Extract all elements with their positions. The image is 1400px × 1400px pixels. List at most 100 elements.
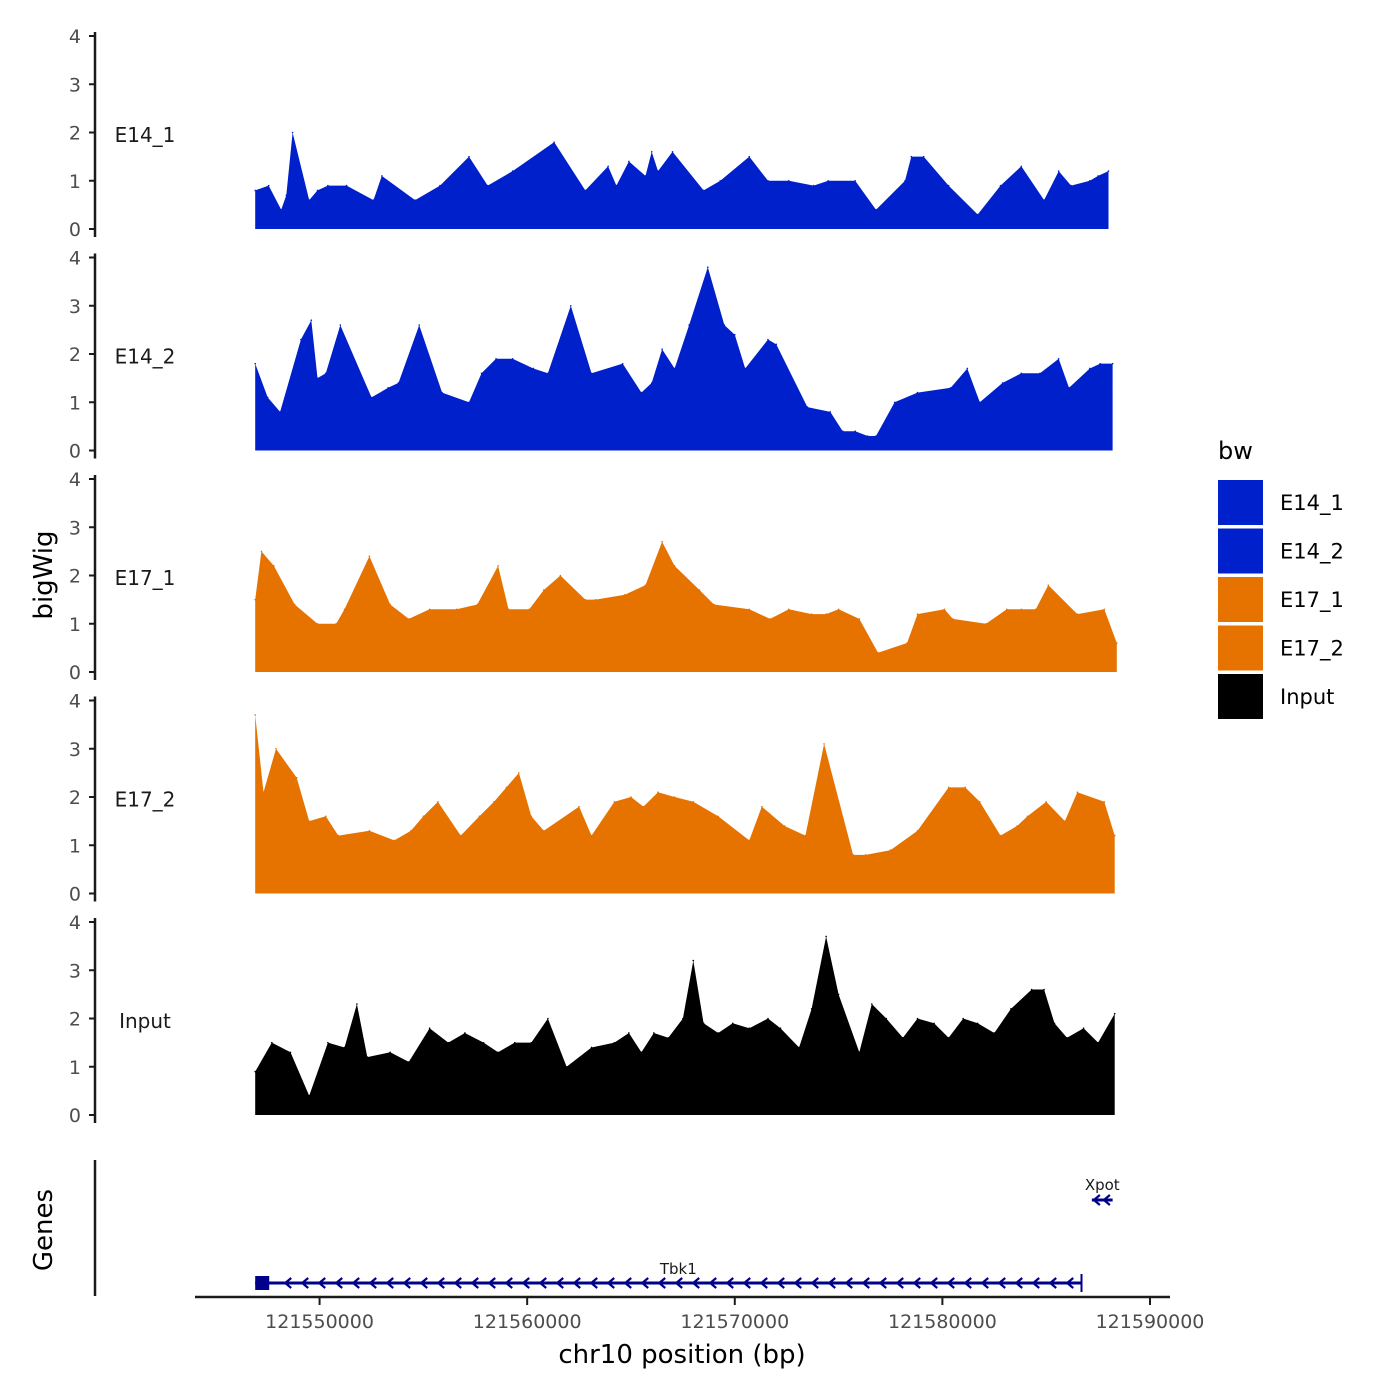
strand-arrow: [895, 1277, 904, 1289]
strand-arrow: [317, 1277, 326, 1289]
coverage-point: [254, 714, 257, 716]
coverage-point: [993, 1032, 996, 1034]
coverage-point: [943, 608, 946, 611]
coverage-point: [702, 1022, 705, 1025]
coverage-point: [335, 622, 337, 625]
x-axis: 121550000 121560000 121570000 121580000 1215…: [195, 1295, 1204, 1333]
coverage-point: [1099, 362, 1101, 365]
coverage-point: [1020, 165, 1023, 168]
strand-arrow: [623, 1277, 632, 1289]
coverage-point: [1107, 170, 1110, 172]
coverage-point: [889, 849, 892, 851]
coverage-point: [368, 829, 371, 832]
coverage-point: [1010, 1008, 1012, 1010]
coverage-point: [366, 1056, 369, 1058]
coverage-point: [368, 555, 371, 557]
coverage-point: [854, 179, 856, 182]
legend-key-E14_1: [1218, 480, 1263, 525]
coverage-point: [553, 141, 555, 143]
coverage-point: [717, 815, 719, 818]
y-tick-label: 1: [69, 392, 81, 414]
x-tick-label: 121550000: [265, 1311, 374, 1333]
x-tick-label: 121580000: [888, 1311, 997, 1333]
strand-arrow: [606, 1277, 615, 1289]
coverage-point: [650, 382, 653, 384]
coverage-point: [316, 622, 319, 625]
coverage-point: [410, 829, 412, 832]
coverage-point: [584, 189, 587, 192]
coverage-point: [767, 1017, 769, 1020]
coverage-point: [866, 435, 869, 437]
y-tick-label: 0: [69, 884, 81, 906]
strand-arrow: [402, 1277, 411, 1289]
coverage-point: [904, 179, 906, 182]
coverage-point: [254, 1070, 257, 1073]
y-tick-label: 3: [69, 517, 81, 539]
coverage-area-E14_1: [255, 132, 1109, 229]
coverage-point: [779, 1027, 782, 1029]
coverage-point: [280, 208, 282, 211]
genes-panel: Tbk1 Xpot: [93, 1160, 1120, 1296]
coverage-point: [308, 1094, 310, 1097]
coverage-point: [275, 747, 277, 750]
coverage-point: [615, 184, 618, 187]
coverage-point: [858, 1051, 861, 1054]
gene-label: Xpot: [1085, 1176, 1120, 1194]
coverage-point: [343, 1046, 346, 1049]
coverage-point: [1039, 372, 1041, 375]
strand-arrow: [861, 1277, 870, 1289]
coverage-point: [804, 834, 807, 837]
y-tick-label: 3: [69, 74, 81, 96]
track-E17_1: 0 1 2 3 4 E17_1: [69, 469, 1118, 684]
coverage-point: [916, 391, 919, 394]
strand-arrow: [521, 1277, 530, 1289]
coverage-point: [916, 829, 919, 832]
y-tick-label: 4: [69, 469, 81, 491]
y-tick-label: 1: [69, 1057, 81, 1079]
coverage-point: [916, 1017, 919, 1020]
coverage-point: [316, 189, 319, 192]
strand-arrow: [1102, 1194, 1111, 1206]
track-Input: 0 1 2 3 4 Input: [69, 912, 1116, 1127]
coverage-point: [854, 430, 856, 433]
coverage-point: [733, 333, 736, 336]
legend-key-Input: [1218, 674, 1263, 719]
coverage-point: [594, 598, 597, 601]
coverage-point: [478, 815, 481, 818]
y-tick-label: 2: [69, 566, 81, 588]
strand-arrow: [436, 1277, 445, 1289]
coverage-point: [829, 411, 832, 413]
coverage-area-E17_2: [255, 715, 1115, 894]
gene-Tbk1: Tbk1: [255, 1260, 1083, 1292]
coverage-point: [719, 179, 722, 182]
coverage-point: [300, 338, 302, 341]
coverage-point: [661, 540, 663, 543]
coverage-point: [542, 589, 545, 591]
coverage-point: [495, 358, 497, 360]
coverage-point: [607, 165, 609, 168]
coverage-area-E14_2: [255, 267, 1113, 451]
coverage-point: [864, 854, 867, 856]
coverage-point: [295, 776, 298, 779]
coverage-point: [428, 1027, 431, 1029]
coverage-point: [547, 372, 549, 375]
coverage-point: [316, 377, 319, 379]
strand-arrow: [997, 1277, 1006, 1289]
coverage-point: [964, 786, 967, 789]
legend-label: E17_1: [1280, 588, 1344, 613]
coverage-point: [291, 131, 294, 134]
coverage-point: [387, 386, 389, 389]
coverage-point: [327, 1041, 329, 1044]
coverage-point: [966, 367, 969, 370]
coverage-point: [623, 594, 626, 596]
coverage-point: [327, 184, 329, 187]
coverage-point: [393, 839, 396, 842]
coverage-point: [1103, 608, 1106, 611]
coverage-point: [1068, 386, 1070, 389]
coverage-point: [885, 1017, 888, 1020]
strand-arrow: [759, 1277, 768, 1289]
coverage-point: [505, 786, 508, 789]
coverage-point: [1043, 988, 1045, 991]
coverage-point: [978, 801, 981, 803]
